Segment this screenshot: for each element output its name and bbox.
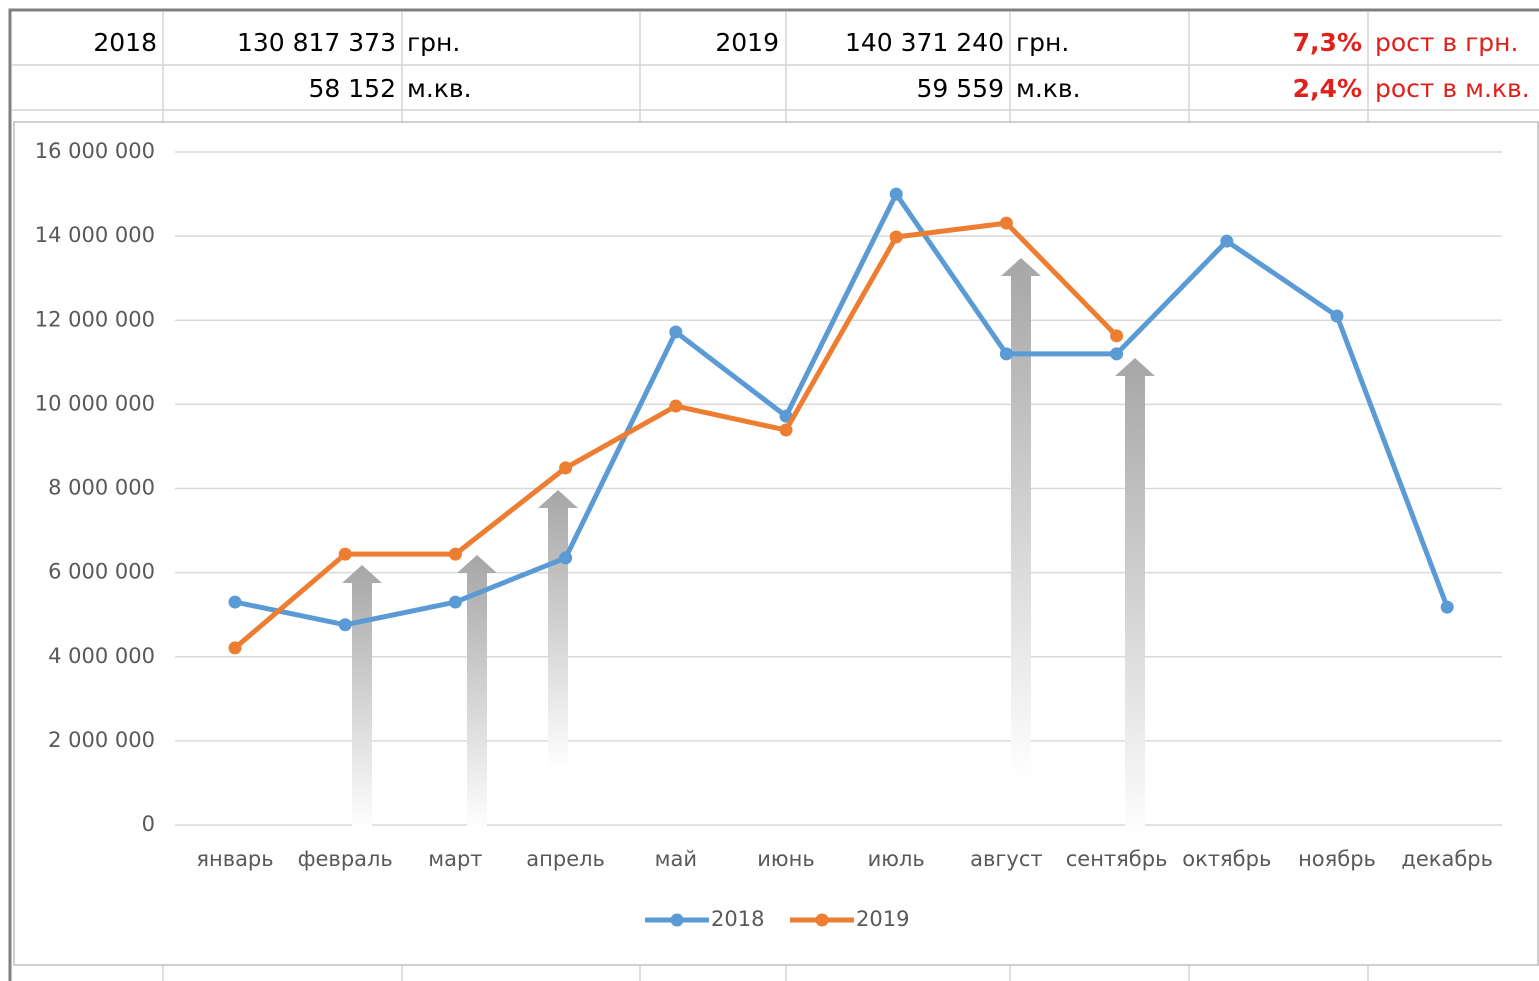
marker: [1330, 309, 1344, 323]
y-tick-label: 10 000 000: [35, 391, 155, 415]
cell-grid: [12, 12, 1539, 981]
x-tick-label: апрель: [526, 847, 605, 871]
frame: [8, 8, 1539, 981]
marker: [889, 187, 903, 201]
marker: [338, 547, 352, 561]
marker: [228, 595, 242, 609]
legend-marker: [815, 913, 829, 927]
marker: [1110, 347, 1124, 361]
legend-marker: [670, 913, 684, 927]
x-tick-label: декабрь: [1401, 847, 1493, 871]
y-tick-label: 14 000 000: [35, 223, 155, 247]
x-tick-label: октябрь: [1182, 847, 1271, 871]
marker: [669, 399, 683, 413]
x-tick-label: февраль: [298, 847, 393, 871]
y-tick-label: 8 000 000: [48, 476, 155, 500]
arrow: [1115, 358, 1155, 840]
y-tick-label: 6 000 000: [48, 560, 155, 584]
x-tick-label: ноябрь: [1298, 847, 1376, 871]
cell: 2018: [93, 28, 157, 57]
arrow: [1001, 258, 1041, 780]
x-tick-label: май: [655, 847, 697, 871]
y-tick-label: 0: [142, 812, 155, 836]
legend-label: 2019: [856, 907, 909, 931]
cell: 59 559: [917, 74, 1004, 103]
cell: м.кв.: [1016, 74, 1081, 103]
marker: [559, 461, 573, 475]
marker: [1220, 234, 1234, 248]
cell: грн.: [407, 28, 460, 57]
x-tick-label: январь: [196, 847, 273, 871]
x-tick-label: июнь: [757, 847, 814, 871]
y-tick-label: 12 000 000: [35, 307, 155, 331]
marker: [448, 547, 462, 561]
x-tick-label: март: [428, 847, 482, 871]
cell: 130 817 373: [237, 28, 396, 57]
cell: 2019: [715, 28, 779, 57]
marker: [228, 641, 242, 655]
cell: рост в грн.: [1375, 28, 1518, 57]
cell: 58 152: [309, 74, 396, 103]
marker: [338, 618, 352, 632]
marker: [669, 325, 683, 339]
marker: [448, 595, 462, 609]
marker: [999, 216, 1013, 230]
x-tick-label: июль: [868, 847, 925, 871]
cell: 2,4%: [1293, 74, 1362, 103]
plot: 0 2 000 000 4 000 000 6 000 000 8 000 000 10 …: [35, 139, 1502, 931]
marker: [779, 423, 793, 437]
x-tick-label: сентябрь: [1066, 847, 1168, 871]
marker: [999, 347, 1013, 361]
y-tick-label: 2 000 000: [48, 728, 155, 752]
cell: 140 371 240: [845, 28, 1004, 57]
y-tick-label: 16 000 000: [35, 139, 155, 163]
y-tick-label: 4 000 000: [48, 644, 155, 668]
cell: рост в м.кв.: [1375, 74, 1530, 103]
cell: грн.: [1016, 28, 1069, 57]
marker: [559, 551, 573, 565]
legend-label: 2018: [711, 907, 764, 931]
line: [234, 191, 1450, 628]
marker: [1440, 600, 1454, 614]
arrow: [457, 555, 497, 830]
arrow: [342, 565, 382, 830]
marker: [889, 230, 903, 244]
cell: 7,3%: [1293, 28, 1362, 57]
chart-area: [13, 121, 1539, 966]
marker: [1110, 329, 1124, 343]
x-tick-label: август: [970, 847, 1043, 871]
cell: м.кв.: [407, 74, 472, 103]
